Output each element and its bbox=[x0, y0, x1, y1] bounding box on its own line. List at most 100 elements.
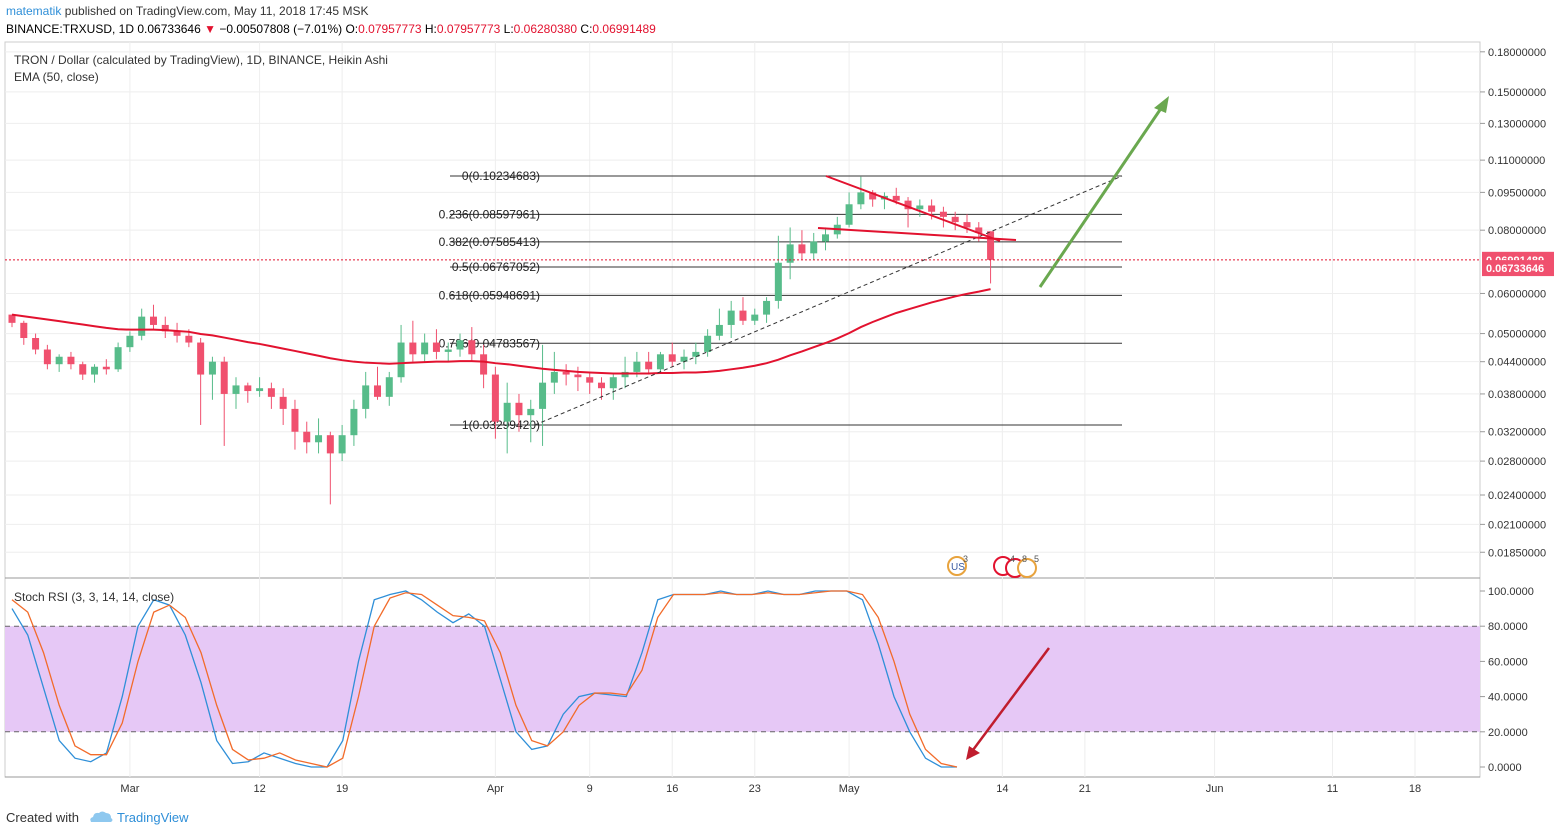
tradingview-link[interactable]: TradingView bbox=[117, 810, 189, 825]
candle-body[interactable] bbox=[138, 316, 146, 336]
candle-body[interactable] bbox=[315, 435, 323, 443]
event-count-c: 8 bbox=[1022, 554, 1027, 564]
candle-body[interactable] bbox=[774, 262, 782, 301]
candle-body[interactable] bbox=[291, 408, 299, 432]
candle-body[interactable] bbox=[91, 366, 99, 375]
candle-body[interactable] bbox=[892, 195, 900, 201]
time-tick-label: 14 bbox=[996, 783, 1008, 795]
candle-body[interactable] bbox=[668, 354, 676, 362]
candle-body[interactable] bbox=[715, 324, 723, 336]
candle-body[interactable] bbox=[67, 356, 75, 365]
candle-body[interactable] bbox=[55, 356, 63, 365]
candle-body[interactable] bbox=[680, 356, 688, 362]
price-label-badge bbox=[1482, 260, 1554, 277]
candle-body[interactable] bbox=[444, 349, 452, 352]
publisher-link[interactable]: matematik bbox=[6, 4, 62, 18]
candle-body[interactable] bbox=[550, 371, 558, 383]
candle-body[interactable] bbox=[904, 200, 912, 210]
price-tick-label: 0.18000000 bbox=[1488, 47, 1546, 59]
candle-body[interactable] bbox=[456, 340, 464, 350]
candle-body[interactable] bbox=[421, 342, 429, 355]
candle-body[interactable] bbox=[385, 377, 393, 397]
candle-body[interactable] bbox=[656, 354, 664, 370]
stoch-d-line bbox=[11, 590, 958, 768]
candle-body[interactable] bbox=[185, 335, 193, 343]
chart-area[interactable]: 0(0.10234683) 0.236(0.08597961) 0.382(0.07… bbox=[0, 0, 1556, 806]
candle-body[interactable] bbox=[633, 361, 641, 372]
candle-body[interactable] bbox=[562, 371, 570, 375]
candle-body[interactable] bbox=[751, 314, 759, 321]
flag-icon[interactable] bbox=[947, 556, 967, 576]
candle-body[interactable] bbox=[208, 361, 216, 375]
time-tick-label: 18 bbox=[1409, 783, 1421, 795]
candle-body[interactable] bbox=[432, 342, 440, 352]
candle-body[interactable] bbox=[704, 335, 712, 352]
candle-body[interactable] bbox=[845, 204, 853, 225]
candle-body[interactable] bbox=[338, 435, 346, 454]
candle-body[interactable] bbox=[79, 364, 87, 375]
wedge-lower-line bbox=[817, 227, 1017, 241]
candle-body[interactable] bbox=[928, 205, 936, 212]
candle-body[interactable] bbox=[598, 382, 605, 389]
candle-body[interactable] bbox=[397, 342, 405, 378]
candle-body[interactable] bbox=[857, 192, 865, 205]
candle-body[interactable] bbox=[161, 324, 169, 332]
candle-body[interactable] bbox=[621, 371, 629, 378]
candle-body[interactable] bbox=[527, 408, 535, 416]
candle-body[interactable] bbox=[409, 342, 417, 355]
candle-body[interactable] bbox=[468, 340, 476, 355]
candle-body[interactable] bbox=[491, 374, 499, 422]
candle-body[interactable] bbox=[303, 431, 311, 443]
candle-body[interactable] bbox=[951, 216, 959, 223]
red-arrow-head bbox=[966, 746, 980, 760]
candle-body[interactable] bbox=[8, 314, 16, 323]
candle-body[interactable] bbox=[373, 385, 381, 397]
candle-body[interactable] bbox=[267, 388, 275, 397]
candle-body[interactable] bbox=[987, 231, 995, 260]
candle-body[interactable] bbox=[220, 361, 228, 394]
ohlc-line: BINANCE:TRXUSD, 1D 0.06733646 ▼ −0.00507… bbox=[6, 22, 656, 36]
candle-body[interactable] bbox=[480, 354, 488, 375]
candle-body[interactable] bbox=[362, 385, 370, 409]
candle-body[interactable] bbox=[503, 402, 511, 422]
candle-body[interactable] bbox=[975, 227, 983, 233]
candle-body[interactable] bbox=[609, 377, 617, 389]
candle-body[interactable] bbox=[20, 322, 28, 339]
candle-body[interactable] bbox=[173, 331, 181, 336]
candle-body[interactable] bbox=[114, 347, 122, 370]
candle-body[interactable] bbox=[574, 374, 582, 378]
series-legend: TRON / Dollar (calculated by TradingView… bbox=[14, 53, 388, 67]
candle-body[interactable] bbox=[350, 408, 358, 436]
ema-line bbox=[11, 288, 991, 375]
red-down-arrow bbox=[968, 647, 1051, 755]
candle-body[interactable] bbox=[32, 338, 40, 350]
candle-body[interactable] bbox=[869, 192, 877, 200]
candle-body[interactable] bbox=[939, 211, 947, 217]
candle-body[interactable] bbox=[692, 351, 700, 357]
candle-body[interactable] bbox=[645, 361, 653, 370]
candle-body[interactable] bbox=[197, 342, 205, 375]
candle-body[interactable] bbox=[279, 396, 287, 409]
candle-body[interactable] bbox=[963, 222, 971, 228]
candle-body[interactable] bbox=[102, 366, 110, 370]
flag-icon[interactable] bbox=[1017, 558, 1037, 578]
candle-body[interactable] bbox=[763, 300, 771, 315]
candle-body[interactable] bbox=[43, 349, 51, 365]
candle-body[interactable] bbox=[539, 382, 547, 409]
candle-body[interactable] bbox=[149, 316, 157, 325]
candle-body[interactable] bbox=[326, 435, 334, 454]
candle-body[interactable] bbox=[586, 377, 594, 383]
candle-body[interactable] bbox=[822, 234, 830, 242]
candle-body[interactable] bbox=[126, 335, 134, 348]
candle-body[interactable] bbox=[232, 385, 240, 394]
last-price: 0.06733646 bbox=[137, 22, 201, 36]
candle-body[interactable] bbox=[810, 241, 818, 254]
candle-body[interactable] bbox=[244, 385, 252, 392]
candle-body[interactable] bbox=[786, 244, 794, 263]
candle-body[interactable] bbox=[727, 310, 735, 325]
candle-body[interactable] bbox=[798, 244, 806, 254]
candle-body[interactable] bbox=[515, 402, 523, 416]
candle-body[interactable] bbox=[916, 205, 924, 210]
candle-body[interactable] bbox=[256, 388, 264, 392]
candle-body[interactable] bbox=[739, 310, 747, 321]
